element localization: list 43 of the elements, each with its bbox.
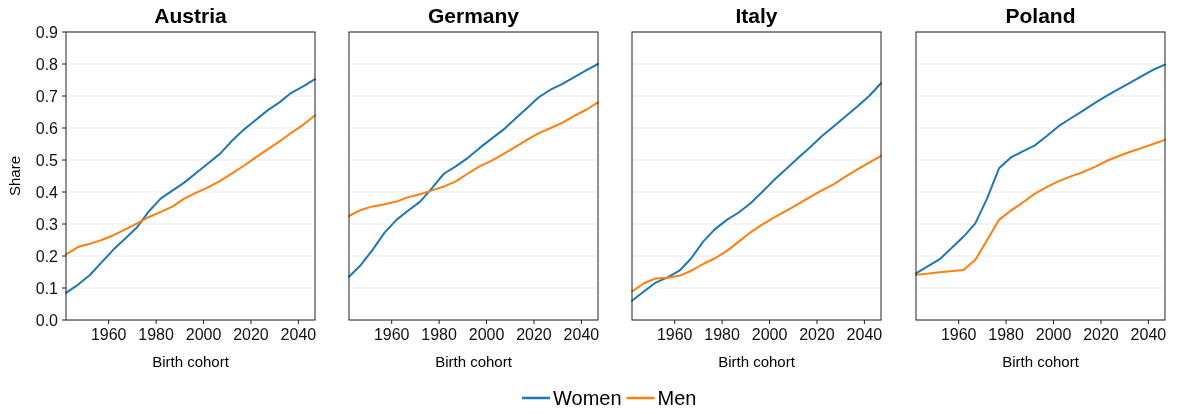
line-series xyxy=(65,114,316,256)
x-tick-label: 1980 xyxy=(421,326,458,343)
y-tick-label: 0.4 xyxy=(35,183,59,201)
legend-label: Women xyxy=(553,387,622,409)
x-axis-title: Birth cohort xyxy=(435,353,513,370)
y-tick-label: 0.7 xyxy=(35,87,59,105)
chart-title: Poland xyxy=(1005,4,1076,27)
y-tick-label: 0.2 xyxy=(35,247,59,265)
x-tick-label: 1980 xyxy=(704,326,741,343)
x-tick-label: 2040 xyxy=(563,326,600,343)
x-tick-label: 2000 xyxy=(1035,326,1072,343)
x-tick-label: 2040 xyxy=(846,326,883,343)
legend-label: Men xyxy=(657,387,697,409)
x-tick-label: 2020 xyxy=(516,326,552,343)
x-tick-label: 1960 xyxy=(373,326,410,343)
x-tick-label: 2000 xyxy=(185,326,222,343)
line-series xyxy=(65,78,316,294)
x-tick-label: 1980 xyxy=(138,326,175,343)
x-tick-label: 2020 xyxy=(1083,326,1119,343)
y-tick-label: 0.8 xyxy=(35,55,59,73)
chart-title: Germany xyxy=(427,4,520,27)
y-tick-label: 0.1 xyxy=(35,279,59,297)
x-tick-label: 1960 xyxy=(656,326,693,343)
chart-title: Italy xyxy=(735,4,778,27)
y-axis-title: Share xyxy=(6,155,23,197)
x-tick-label: 2000 xyxy=(751,326,788,343)
x-tick-label: 2020 xyxy=(799,326,835,343)
x-tick-label: 1960 xyxy=(90,326,127,343)
x-tick-label: 2040 xyxy=(1130,326,1167,343)
x-axis-title: Birth cohort xyxy=(152,353,230,370)
y-tick-label: 0.3 xyxy=(35,215,59,233)
x-tick-label: 1980 xyxy=(988,326,1025,343)
x-tick-label: 2020 xyxy=(233,326,269,343)
y-tick-label: 0.5 xyxy=(35,151,59,169)
x-axis-title: Birth cohort xyxy=(1002,353,1080,370)
x-axis-title: Birth cohort xyxy=(718,353,796,370)
y-tick-label: 0.6 xyxy=(35,119,59,137)
x-tick-label: 2000 xyxy=(468,326,505,343)
y-tick-label: 0.0 xyxy=(35,311,59,329)
chart-title: Austria xyxy=(154,4,227,27)
x-tick-label: 2040 xyxy=(280,326,317,343)
y-tick-label: 0.9 xyxy=(35,23,59,41)
x-tick-label: 1960 xyxy=(940,326,977,343)
